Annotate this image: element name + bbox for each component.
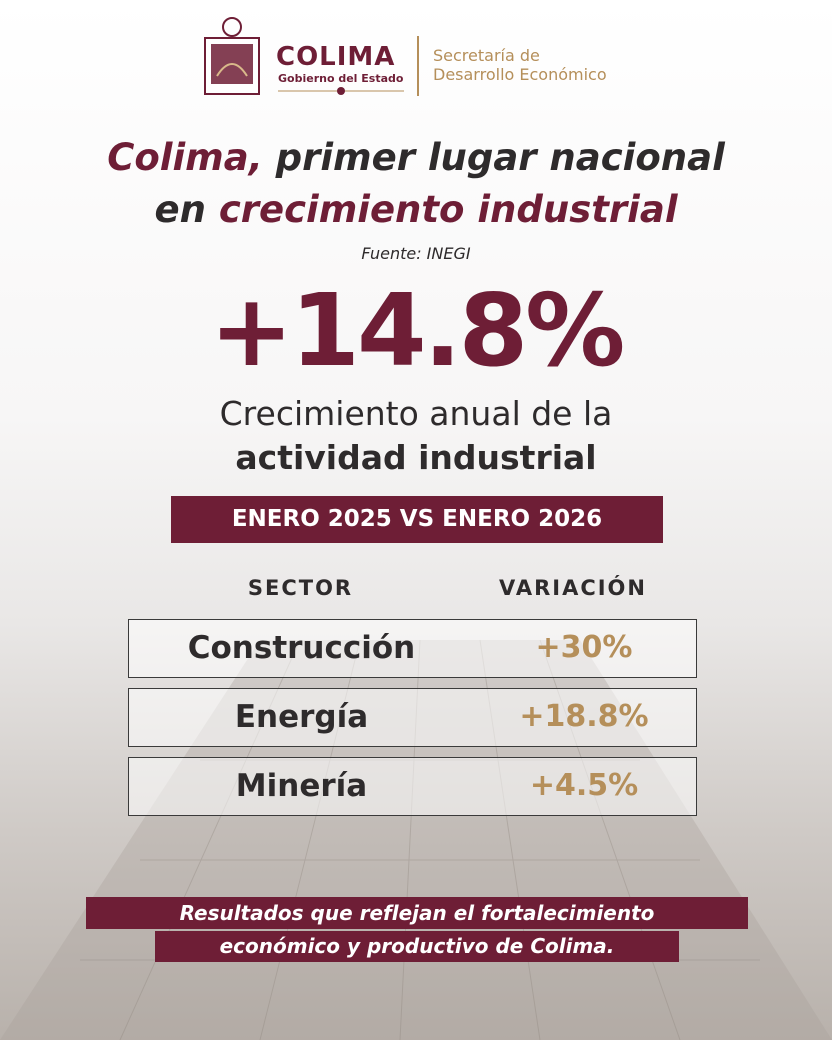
footer-line: Resultados que reflejan el fortalecimien… (86, 897, 748, 929)
sector: Minería (235, 768, 368, 804)
table-header: SECTOR (247, 576, 354, 600)
headline-line: Colima, primer lugar nacional (0, 132, 832, 184)
variation: +18.8% (519, 699, 649, 734)
department: Secretaría de Desarrollo Económico (433, 46, 607, 84)
headline-part: Colima, (107, 136, 263, 179)
period-badge: ENERO 2025 VS ENERO 2026 (171, 496, 663, 543)
variation: +30% (535, 630, 633, 665)
department-line: Desarrollo Económico (433, 65, 607, 84)
table-row: Energía +18.8% (128, 688, 697, 747)
headline: Colima, primer lugar nacional en crecimi… (0, 132, 832, 236)
headline-part: en (154, 188, 219, 231)
table-row: Minería +4.5% (128, 757, 697, 816)
headline-part: primer lugar nacional (262, 136, 725, 179)
variation: +4.5% (529, 768, 639, 803)
state-emblem (204, 17, 260, 95)
divider (417, 36, 419, 96)
highlight-value: +14.8% (209, 272, 626, 389)
logo-subtitle: Gobierno del Estado (278, 72, 404, 85)
logo-ornament (278, 87, 404, 95)
footer-line: económico y productivo de Colima. (155, 931, 679, 962)
source: Fuente: INEGI (361, 244, 471, 263)
headline-part: crecimiento industrial (218, 188, 678, 231)
sector: Energía (234, 699, 369, 735)
table-row: Construcción +30% (128, 619, 697, 678)
caption-line: Crecimiento anual de la (219, 394, 613, 433)
table-header: VARIACIÓN (499, 576, 647, 600)
highlight-caption: Crecimiento anual de la actividad indust… (0, 392, 832, 480)
headline-line: en crecimiento industrial (0, 184, 832, 236)
department-line: Secretaría de (433, 46, 540, 65)
sector: Construcción (187, 630, 416, 666)
logo-title: COLIMA (276, 42, 396, 72)
caption-line: actividad industrial (235, 438, 597, 477)
